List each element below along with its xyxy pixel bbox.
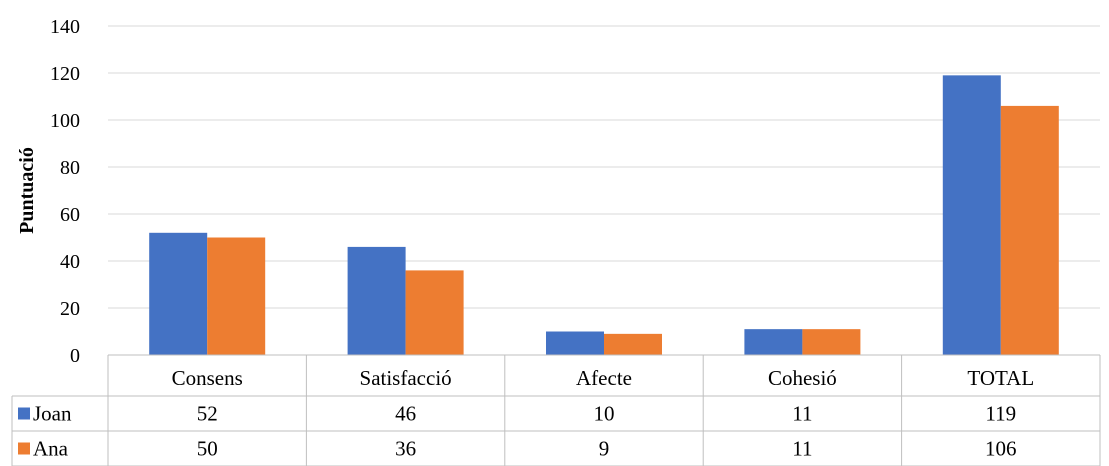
bar-ana (802, 329, 861, 355)
data-value: 11 (792, 402, 812, 426)
category-label: TOTAL (967, 366, 1034, 390)
category-label: Satisfacció (360, 366, 452, 390)
bar-joan (347, 246, 406, 355)
bars (149, 75, 1059, 356)
series-name: Joan (33, 402, 72, 426)
y-axis-ticks: 0 20 40 60 80 100 120 140 (50, 16, 80, 367)
data-table: Consens Satisfacció Afecte Cohesió TOTAL Joan… (11, 354, 1101, 466)
data-value: 46 (395, 402, 416, 426)
y-tick-label: 80 (60, 157, 80, 179)
bar-ana (207, 237, 266, 355)
y-tick-label: 20 (60, 298, 80, 320)
bar-joan (744, 329, 803, 355)
bar-ana (405, 270, 464, 355)
y-tick-label: 40 (60, 251, 80, 273)
category-label: Consens (172, 366, 243, 390)
bar-joan (942, 75, 1001, 355)
bar-joan (149, 232, 208, 355)
bar-ana (1000, 105, 1059, 356)
bar-ana (604, 333, 662, 355)
data-value: 36 (395, 437, 416, 461)
data-value: 11 (792, 437, 812, 461)
category-label: Afecte (576, 366, 632, 390)
y-tick-label: 140 (50, 16, 80, 38)
gridlines (108, 25, 1100, 309)
category-label: Cohesió (768, 366, 837, 390)
data-value: 9 (599, 437, 610, 461)
legend-key-joan (18, 407, 30, 420)
y-tick-label: 100 (50, 110, 80, 132)
data-value: 119 (985, 402, 1016, 426)
data-value: 50 (197, 437, 218, 461)
y-tick-label: 120 (50, 63, 80, 85)
y-axis-title: Puntuació (16, 147, 38, 234)
y-tick-label: 0 (70, 345, 80, 367)
data-value: 52 (197, 402, 218, 426)
data-value: 10 (594, 402, 615, 426)
data-value: 106 (985, 437, 1017, 461)
legend-key-ana (18, 442, 30, 455)
bar-joan (546, 331, 604, 355)
series-name: Ana (33, 437, 69, 461)
y-tick-label: 60 (60, 204, 80, 226)
